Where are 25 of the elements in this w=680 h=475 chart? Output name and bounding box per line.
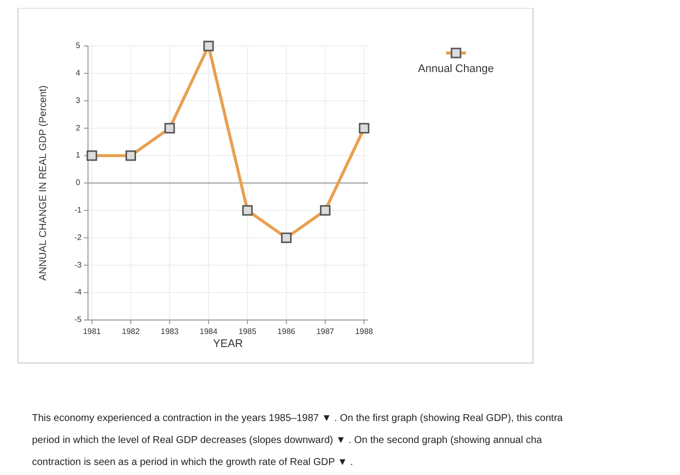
text: contraction is seen as a period in which the growth rate of Real GDP ▼ . (32, 457, 353, 468)
y-tick-label: -1 (74, 206, 82, 215)
y-tick-label: -2 (74, 232, 82, 242)
text: period in which the level of Real GDP decreases (slopes downward) ▼ . On the second graph (showing annual cha (32, 435, 542, 446)
x-tick-label: 1983 (160, 327, 180, 336)
y-tick-label: 2 (76, 123, 81, 132)
x-tick-label: 1984 (200, 327, 218, 336)
x-tick-label: 1981 (82, 327, 102, 336)
text: This economy experienced a contraction in the years 1985–1987 ▼ . On the first graph (showing Real GDP), this contra (32, 413, 564, 424)
x-tick-label: 1986 (277, 327, 296, 336)
y-axis-title: ANNUAL CHANGE IN REAL GDP (Percent) (38, 85, 49, 281)
x-tick-label: 1988 (355, 327, 374, 336)
y-tick-label: 0 (76, 178, 81, 188)
x-axis-title: YEAR (213, 338, 244, 350)
y-tick-label: -5 (74, 315, 82, 324)
y-tick-label: 1 (76, 150, 81, 160)
y-tick-label: 4 (76, 68, 81, 78)
x-tick-label: 1985 (238, 327, 257, 336)
x-tick-label: 1982 (122, 327, 140, 336)
y-tick-label: -4 (74, 288, 82, 297)
legend-label: Annual Change (418, 62, 494, 75)
y-tick-label: -3 (74, 260, 82, 270)
x-tick-label: 1987 (316, 327, 335, 336)
y-tick-label: 5 (76, 41, 81, 50)
y-tick-label: 3 (76, 96, 81, 105)
